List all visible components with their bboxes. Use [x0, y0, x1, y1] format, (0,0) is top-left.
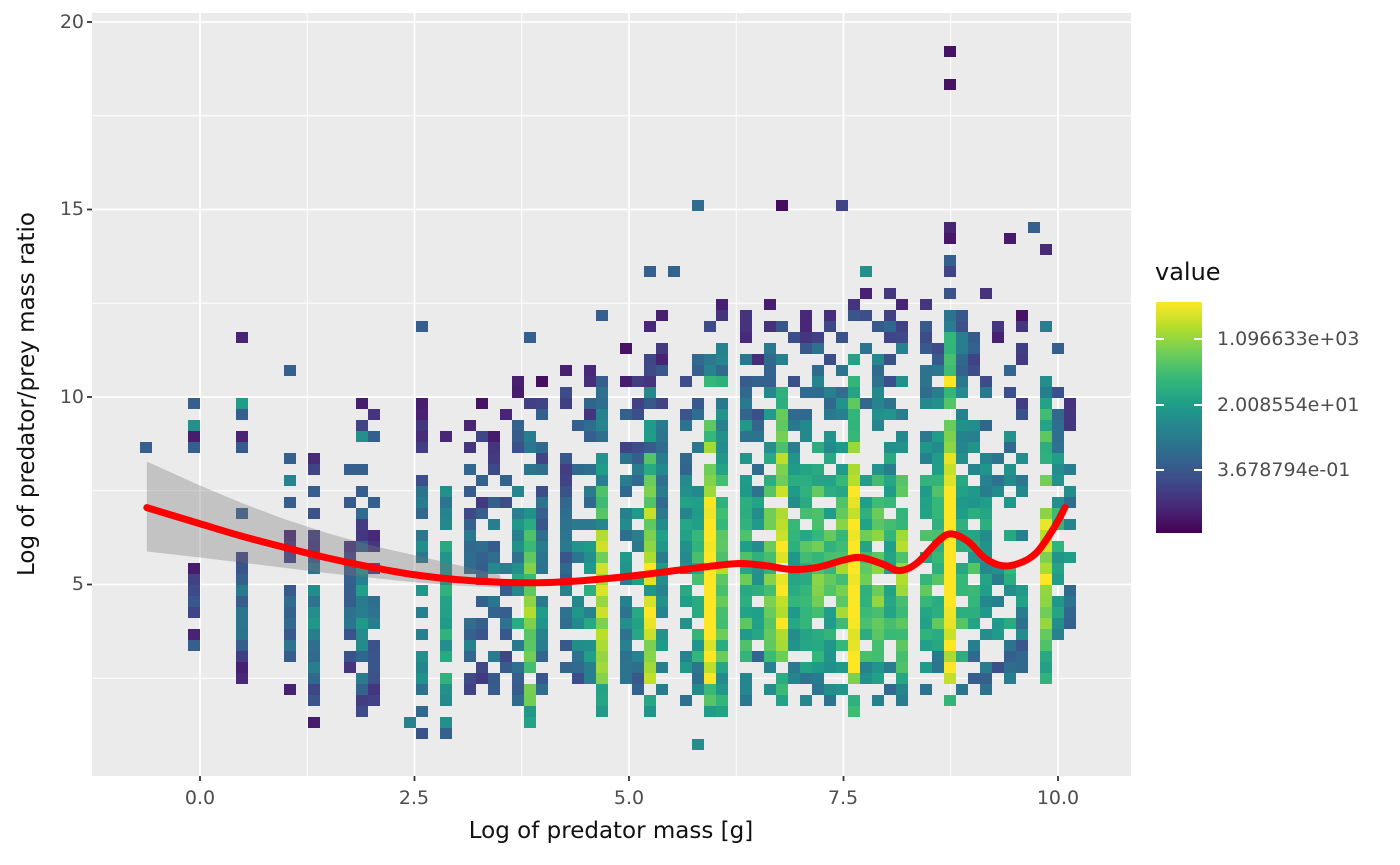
legend-colorbar — [1156, 302, 1202, 533]
y-axis-title: Log of predator/prey mass ratio — [14, 212, 40, 576]
legend-title: value — [1155, 258, 1221, 286]
y-tick-label-20: 20 — [59, 11, 84, 33]
legend-label-1: 1.096633e+03 — [1217, 328, 1360, 350]
y-tick-label-15: 15 — [59, 198, 84, 220]
x-tick-label-0: 0.0 — [184, 787, 216, 809]
legend-tick — [1194, 404, 1202, 406]
legend-label-2: 2.008554e+01 — [1217, 394, 1360, 416]
legend-tick — [1156, 404, 1164, 406]
legend-tick — [1156, 469, 1164, 471]
x-tick-label-7-5: 7.5 — [827, 787, 859, 809]
y-tick-label-5: 5 — [71, 573, 84, 595]
legend-label-3: 3.678794e-01 — [1217, 459, 1351, 481]
x-tick-label-2-5: 2.5 — [398, 787, 430, 809]
x-tick-label-10: 10.0 — [1036, 787, 1080, 809]
x-tick-label-5: 5.0 — [613, 787, 645, 809]
legend-tick — [1156, 338, 1164, 340]
y-tick-label-10: 10 — [59, 386, 84, 408]
legend-tick — [1194, 469, 1202, 471]
x-axis-title: Log of predator mass [g] — [468, 818, 754, 844]
legend-tick — [1194, 338, 1202, 340]
